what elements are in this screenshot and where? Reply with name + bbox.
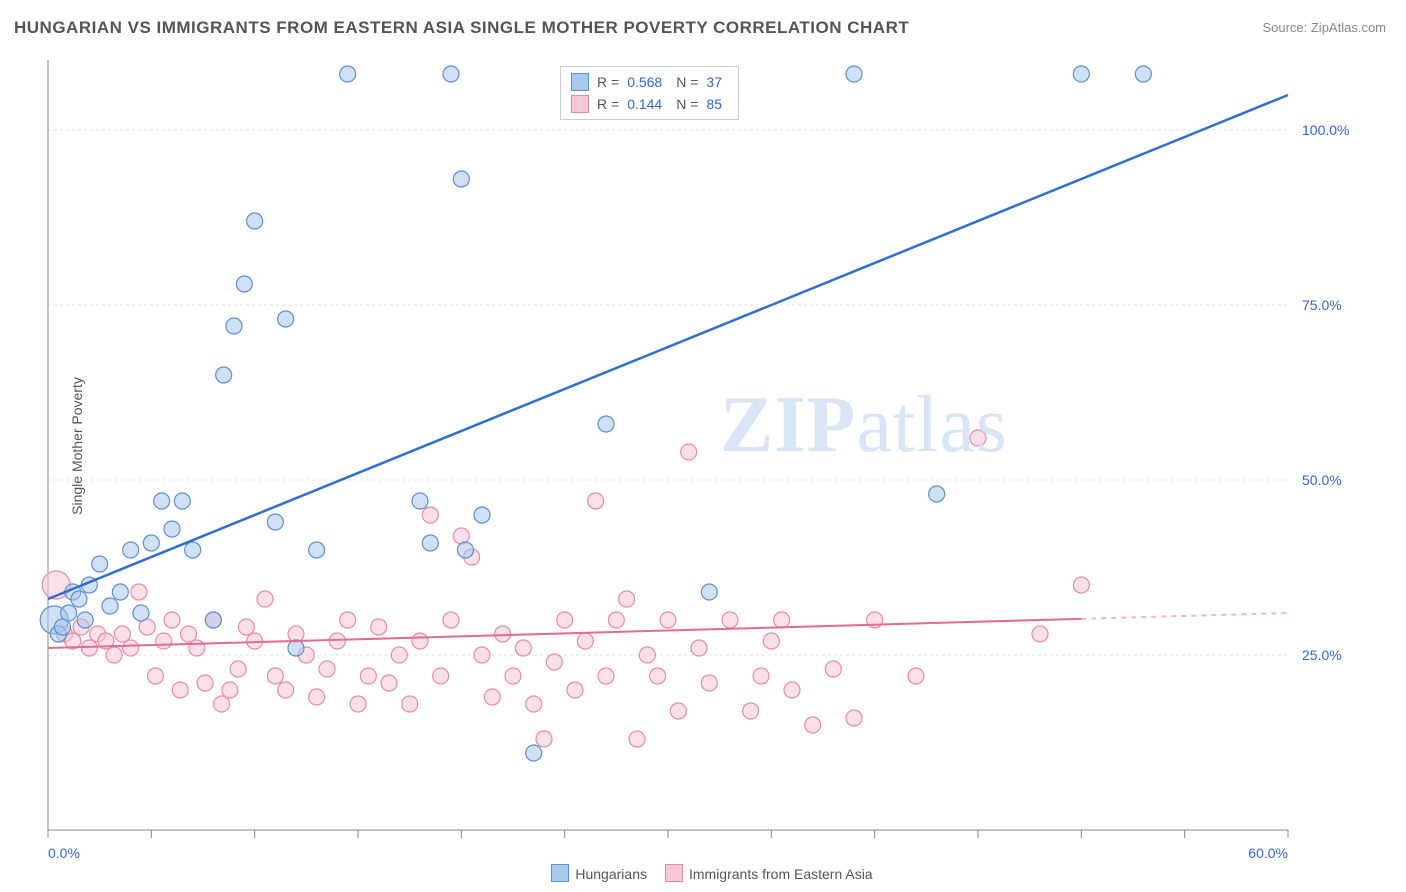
legend-n-value: 85 (706, 96, 722, 112)
chart-title: HUNGARIAN VS IMMIGRANTS FROM EASTERN ASI… (14, 18, 909, 38)
legend-r-value: 0.568 (627, 74, 662, 90)
legend-row: R = 0.568 N = 37 (571, 71, 728, 93)
scatter-plot: 25.0% 50.0% 75.0% 100.0% 0.0% 60.0% (38, 50, 1398, 880)
legend-swatch (571, 95, 589, 113)
svg-text:60.0%: 60.0% (1248, 845, 1288, 861)
svg-text:75.0%: 75.0% (1302, 297, 1342, 313)
svg-text:0.0%: 0.0% (48, 845, 80, 861)
series-name: Hungarians (575, 866, 647, 882)
legend-r-value: 0.144 (627, 96, 662, 112)
legend-n-value: 37 (706, 74, 722, 90)
legend-n-label: N = (676, 74, 698, 90)
series-swatch (665, 864, 683, 882)
svg-text:100.0%: 100.0% (1302, 122, 1349, 138)
series-legend: Hungarians Immigrants from Eastern Asia (0, 864, 1406, 882)
series-swatch (551, 864, 569, 882)
source-attribution: Source: ZipAtlas.com (1262, 20, 1386, 35)
legend-swatch (571, 73, 589, 91)
correlation-legend: R = 0.568 N = 37 R = 0.144 N = 85 (560, 66, 739, 120)
svg-text:50.0%: 50.0% (1302, 472, 1342, 488)
legend-r-label: R = (597, 74, 619, 90)
svg-text:25.0%: 25.0% (1302, 647, 1342, 663)
legend-row: R = 0.144 N = 85 (571, 93, 728, 115)
legend-r-label: R = (597, 96, 619, 112)
series-name: Immigrants from Eastern Asia (689, 866, 873, 882)
legend-n-label: N = (676, 96, 698, 112)
chart-container: HUNGARIAN VS IMMIGRANTS FROM EASTERN ASI… (0, 0, 1406, 892)
